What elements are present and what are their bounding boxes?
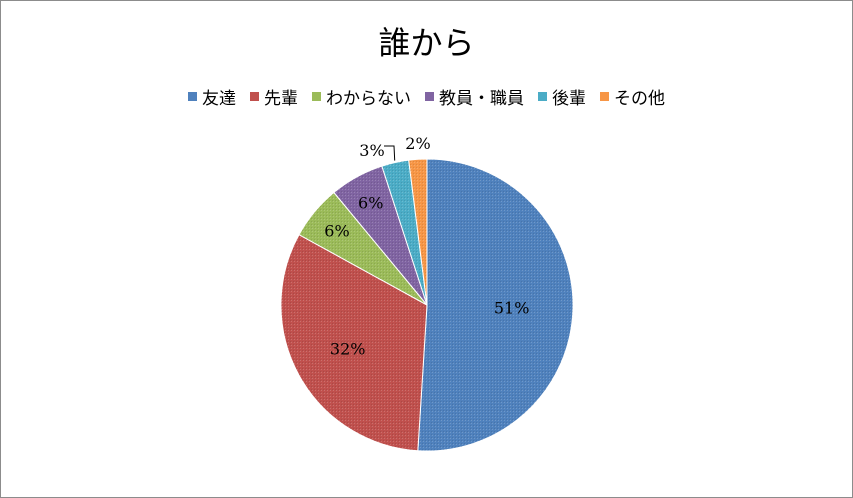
- legend-label: わからない: [326, 89, 411, 109]
- legend-item-seniors: 先輩: [250, 84, 298, 109]
- pie-slice-texture-4: [333, 166, 427, 305]
- legend-swatch: [538, 92, 547, 101]
- legend-swatch: [425, 92, 434, 101]
- data-label-1: 51%: [494, 299, 530, 318]
- pie-slice-texture-6: [408, 159, 427, 305]
- data-label-6: 2%: [405, 134, 430, 153]
- leader-line-5: [384, 145, 396, 161]
- legend-swatch: [600, 92, 609, 101]
- pie-slice-texture-5: [381, 160, 427, 305]
- pie-slices: [280, 158, 574, 452]
- data-label-5: 3%: [359, 141, 384, 160]
- legend-item-other: その他: [600, 84, 665, 109]
- pie-slice-texture-1: [417, 159, 574, 451]
- legend-label: 教員・職員: [439, 89, 524, 109]
- pie-labels: 51% 32% 6% 6% 3% 2%: [324, 134, 529, 359]
- legend-item-juniors: 後輩: [538, 84, 586, 109]
- legend-item-friends: 友達: [188, 84, 236, 109]
- legend-label: 友達: [202, 89, 236, 109]
- legend-swatch: [188, 92, 197, 101]
- legend-label: その他: [614, 89, 665, 109]
- pie-slice-texture-2: [280, 234, 427, 451]
- data-label-3: 6%: [324, 222, 349, 241]
- legend-item-staff: 教員・職員: [425, 84, 524, 109]
- data-label-2: 32%: [330, 340, 366, 359]
- legend-label: 先輩: [264, 89, 298, 109]
- legend-label: 後輩: [552, 89, 586, 109]
- legend-swatch: [312, 92, 321, 101]
- legend-swatch: [250, 92, 259, 101]
- legend-item-unknown: わからない: [312, 84, 411, 109]
- chart-legend: 友達 先輩 わからない 教員・職員 後輩 その他: [0, 84, 853, 109]
- pie-slice-texture-3: [299, 192, 427, 305]
- data-label-4: 6%: [358, 194, 383, 213]
- chart-title: 誰から: [378, 24, 475, 62]
